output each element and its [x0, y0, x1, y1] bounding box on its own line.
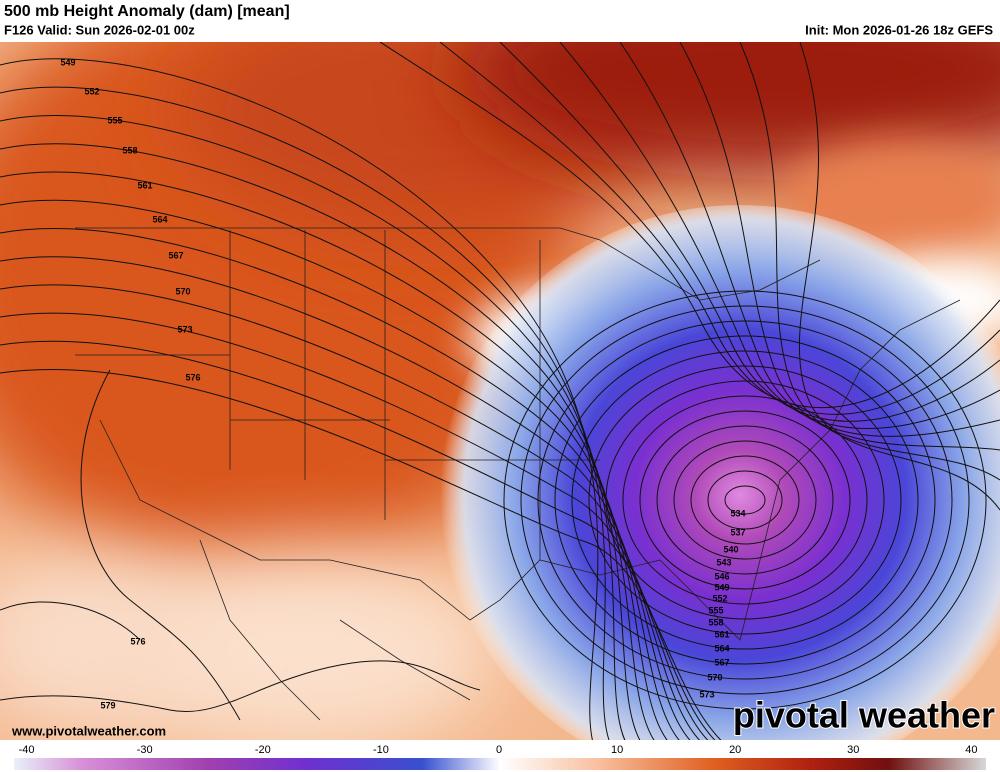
contour-line	[0, 143, 641, 740]
colorbar-tick-label: 20	[729, 744, 741, 756]
contour-line	[656, 425, 834, 575]
contour-label: 573	[177, 324, 192, 334]
contour-line	[554, 335, 936, 665]
contour-line	[520, 305, 970, 695]
contour-label: 552	[84, 86, 99, 96]
contour-line	[0, 115, 626, 740]
contour-line	[0, 601, 481, 712]
contour-line	[0, 312, 709, 740]
contour-label: 558	[708, 617, 723, 627]
contour-line	[798, 42, 1000, 511]
contour-line	[0, 284, 701, 740]
contour-label: 567	[168, 250, 183, 260]
contour-line	[739, 42, 1000, 481]
colorbar-tick-label: 0	[496, 744, 502, 756]
colorbar-tick-label: -30	[137, 744, 153, 756]
contour-line	[690, 455, 800, 545]
colorbar-tick-label: -20	[255, 744, 271, 756]
contour-label: 561	[714, 629, 729, 639]
contour-label: 543	[716, 557, 731, 567]
title: 500 mb Height Anomaly (dam) [mean]	[4, 3, 290, 20]
contour-label: 546	[714, 571, 729, 581]
contour-label: 579	[100, 700, 115, 710]
contour-line	[0, 256, 691, 740]
contour-label: 558	[122, 145, 137, 155]
contour-line	[679, 42, 1000, 451]
colorbar-tick-label: 10	[611, 744, 623, 756]
contour-label: 534	[730, 508, 745, 518]
contour-line	[724, 485, 766, 515]
contour-label: 552	[712, 593, 727, 603]
contour-label: 555	[107, 115, 122, 125]
contour-label: 549	[714, 582, 729, 592]
contour-label: 576	[185, 372, 200, 382]
contour-label: 570	[707, 672, 722, 682]
contour-label: 573	[699, 689, 714, 699]
contour-label: 576	[130, 636, 145, 646]
colorbar-tick-label: 40	[965, 744, 977, 756]
contour-label: 549	[60, 57, 75, 67]
contour-line	[0, 199, 668, 740]
contour-label: 555	[708, 605, 723, 615]
contour-label: 564	[714, 643, 729, 653]
contour-line	[537, 320, 953, 680]
contour-line	[503, 290, 987, 710]
contour-line	[0, 340, 716, 740]
contour-label: 570	[175, 286, 190, 296]
contour-line	[619, 42, 1000, 437]
contour-line	[588, 365, 902, 635]
contour-line	[707, 470, 783, 530]
contour-line	[673, 440, 817, 560]
contour-label: 561	[137, 180, 152, 190]
colorbar-tick-label: 30	[847, 744, 859, 756]
contour-line	[559, 42, 1000, 429]
contour-label: 540	[723, 544, 738, 554]
init-time: Init: Mon 2026-01-26 18z GEFS	[805, 22, 993, 37]
contour-line	[80, 369, 241, 721]
colorbar-tick-label: -40	[19, 744, 35, 756]
contour-label: 567	[714, 657, 729, 667]
colorbar-tick-label: -10	[373, 744, 389, 756]
contour-line	[0, 86, 610, 740]
contour-line	[439, 42, 1000, 415]
contour-line	[605, 380, 885, 620]
contour-line	[499, 42, 1000, 422]
colorbar	[14, 758, 986, 770]
contour-line	[0, 368, 722, 740]
valid-time: F126 Valid: Sun 2026-02-01 00z	[4, 22, 195, 37]
contour-label: 537	[730, 527, 745, 537]
contour-line	[639, 410, 851, 590]
contour-label: 564	[152, 214, 167, 224]
contours	[0, 42, 1000, 740]
website: www.pivotalweather.com	[11, 723, 166, 738]
contour-line	[0, 58, 599, 740]
contour-line	[571, 350, 919, 650]
watermark: pivotal weather	[733, 695, 995, 736]
contour-line	[622, 395, 868, 605]
contour-line	[0, 171, 655, 740]
